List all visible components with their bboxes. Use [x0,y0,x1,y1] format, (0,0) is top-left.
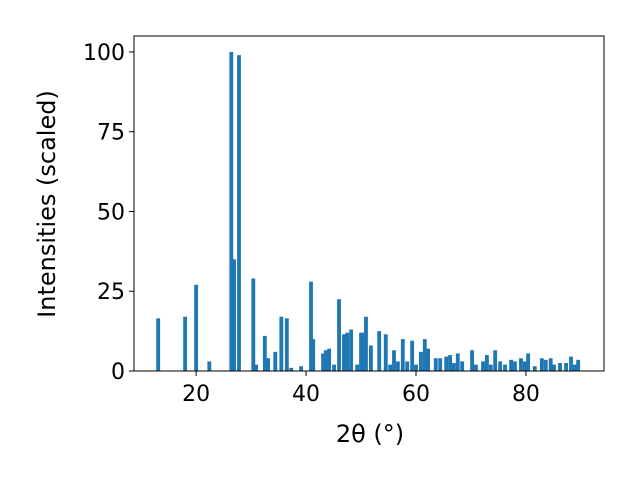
bar [349,329,354,371]
bar [470,350,474,371]
bar [572,364,577,371]
bar [509,359,514,371]
bar [422,339,427,371]
bar [452,363,456,371]
bar [552,364,556,371]
bar [361,332,366,371]
x-tick-label: 40 [292,382,320,407]
y-tick-label: 50 [97,200,125,225]
bar [460,361,465,371]
bar [284,318,289,371]
bar [207,361,212,371]
bar [526,353,531,371]
y-tick-label: 75 [97,121,125,146]
y-tick-label: 25 [97,280,125,305]
bar [388,364,393,371]
bar [503,364,507,371]
bar [493,350,498,371]
bar [251,278,256,371]
x-tick-label: 80 [512,382,540,407]
bar [355,364,360,371]
bar [532,366,537,371]
bar [364,316,368,371]
bar [410,340,415,371]
bar [392,350,396,371]
y-tick-label: 0 [111,360,125,385]
bar [327,348,332,371]
bar [498,361,503,371]
bar [448,355,453,371]
bar [229,51,234,371]
bar [419,351,423,371]
bar [273,351,278,371]
bar [232,259,236,371]
x-tick-label: 20 [182,382,210,407]
bar [332,364,337,371]
bar [414,364,418,371]
bar [569,356,573,371]
bar [522,361,527,371]
bar [377,331,382,371]
bar [519,358,523,371]
bar [405,361,410,371]
bar [321,353,326,371]
bar [237,55,241,372]
bar [481,361,485,371]
bar [444,356,449,371]
bar [183,316,188,371]
bar [311,339,316,371]
bar [513,361,517,371]
y-axis-label: Intensities (scaled) [33,90,61,318]
bar [400,339,405,371]
bar [576,359,581,371]
bar [395,361,400,371]
y-tick-label: 100 [83,41,125,66]
bar [345,332,350,371]
bar [337,299,341,371]
bar [473,364,478,371]
bar [426,348,431,371]
bar [254,364,258,371]
x-axis-label: 2θ (°) [336,420,404,448]
bar [289,367,294,371]
bar [564,363,568,371]
bar [488,364,493,371]
plot-frame [133,35,605,372]
bar [438,358,443,371]
bar [359,332,363,371]
bar [433,358,438,371]
bar [558,363,562,371]
bar [156,318,161,371]
bar [262,335,267,371]
bar [342,334,346,371]
bar [383,334,388,371]
bar [369,345,373,371]
bar [309,281,313,371]
bar [299,366,304,371]
bar [194,284,199,371]
bar [279,316,284,371]
bar [455,353,460,371]
x-tick-label: 60 [402,382,430,407]
bar [266,358,271,371]
bar [548,358,553,371]
bar [539,358,544,371]
bar [484,355,489,371]
bar [323,350,328,371]
bar [543,359,548,371]
